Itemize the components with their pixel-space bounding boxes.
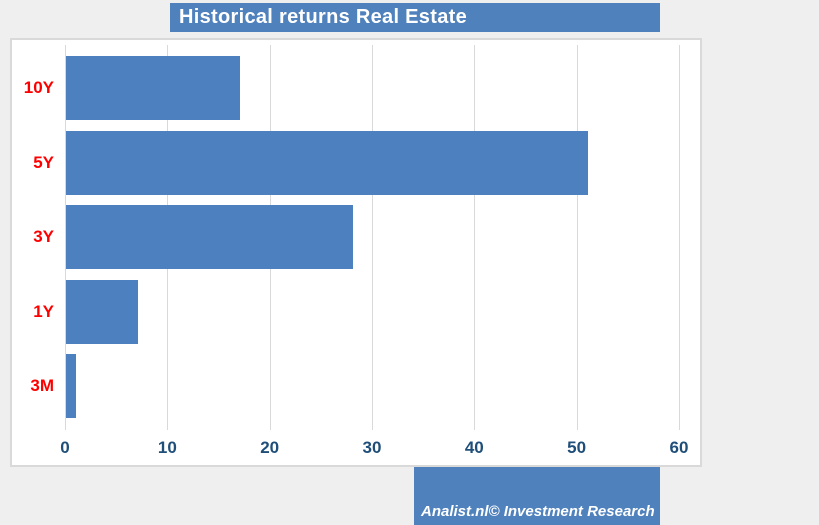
x-tick-label-20: 20 (260, 438, 280, 457)
credit-banner: Analist.nl© Investment Research (414, 467, 660, 525)
category-label-1y: 1Y (33, 301, 54, 321)
category-label-5y: 5Y (33, 152, 54, 172)
gridline (371, 45, 373, 430)
chart-title-banner: Historical returns Real Estate (170, 3, 660, 32)
bar-10y (66, 56, 240, 120)
gridline (576, 45, 578, 430)
x-tick-label-0: 0 (60, 438, 70, 457)
x-tick-label-30: 30 (362, 438, 382, 457)
category-label-3y: 3Y (33, 227, 54, 246)
x-tick-label-10: 10 (157, 438, 177, 457)
chart-title: Historical returns Real Estate (179, 6, 467, 28)
bar-3m (66, 354, 77, 418)
x-tick-label-40: 40 (464, 438, 484, 457)
x-tick-label-60: 60 (669, 438, 689, 457)
bar-3y (66, 205, 353, 269)
gridline (65, 45, 66, 430)
category-label-3m: 3M (30, 376, 54, 395)
credit-text: Analist.nl© Investment Research (421, 503, 655, 520)
plot-area: 10Y 5Y 3Y 1Y 3M 0 10 20 30 40 50 60 (10, 38, 702, 467)
category-label-10y: 10Y (23, 78, 54, 97)
gridline (474, 45, 476, 430)
bar-5y (66, 130, 588, 195)
x-tick-label-50: 50 (567, 438, 587, 457)
gridline (678, 45, 680, 430)
bar-1y (66, 279, 138, 344)
